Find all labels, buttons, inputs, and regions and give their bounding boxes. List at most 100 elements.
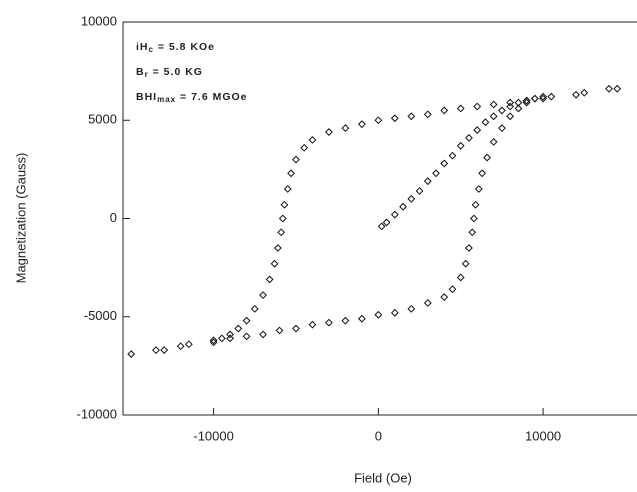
marker: [300, 143, 309, 152]
marker: [489, 137, 498, 146]
annotation-rest: = 5.8 KOe: [154, 41, 215, 53]
marker: [572, 90, 580, 99]
marker: [325, 128, 333, 136]
marker: [469, 214, 478, 223]
marker: [377, 222, 386, 231]
annotation-main: iH: [136, 41, 149, 53]
x-tick-label: 10000: [525, 428, 561, 443]
marker: [456, 141, 465, 150]
marker: [283, 185, 292, 193]
marker: [489, 112, 498, 121]
annotation-rest: = 7.6 MGOe: [176, 91, 247, 103]
annotation-sub: r: [145, 70, 149, 79]
marker: [530, 94, 539, 103]
marker: [547, 92, 556, 101]
marker: [242, 332, 251, 341]
marker: [423, 299, 432, 307]
marker: [259, 291, 267, 300]
marker: [465, 244, 473, 252]
marker: [184, 340, 193, 349]
marker: [473, 102, 482, 111]
marker: [481, 118, 490, 127]
marker: [407, 194, 416, 203]
marker: [522, 98, 531, 107]
marker: [506, 102, 515, 111]
marker: [461, 259, 470, 268]
marker: [275, 326, 284, 335]
annotation: Br = 5.0 KG: [136, 66, 203, 79]
marker: [474, 185, 483, 193]
marker: [498, 124, 506, 133]
marker: [270, 259, 279, 268]
marker: [287, 169, 295, 178]
y-tick-label: -10000: [77, 406, 117, 421]
annotation-main: B: [136, 66, 145, 78]
marker: [468, 228, 477, 237]
markers: [127, 84, 622, 358]
marker: [357, 314, 366, 323]
marker: [448, 285, 457, 294]
marker: [478, 169, 487, 178]
marker: [440, 106, 449, 115]
marker: [127, 350, 136, 358]
marker: [176, 342, 185, 351]
y-tick-label: 5000: [88, 112, 117, 127]
marker: [390, 114, 399, 123]
marker: [278, 214, 287, 223]
marker: [226, 330, 234, 339]
marker: [308, 135, 317, 144]
y-tick-label: -5000: [84, 308, 117, 323]
annotation: BHImax = 7.6 MGOe: [136, 91, 248, 104]
marker: [539, 92, 548, 101]
marker: [273, 244, 282, 252]
marker: [498, 106, 506, 115]
marker: [448, 151, 457, 160]
marker: [440, 293, 449, 302]
annotation-rest: = 5.0 KG: [149, 66, 203, 78]
marker: [152, 346, 160, 355]
marker: [456, 104, 465, 113]
marker: [522, 96, 531, 105]
marker: [292, 155, 300, 164]
marker: [292, 324, 300, 333]
marker: [341, 124, 350, 133]
marker: [242, 316, 251, 325]
marker: [415, 187, 424, 195]
marker: [374, 116, 383, 125]
marker: [259, 330, 267, 339]
marker: [250, 304, 259, 313]
x-tick-label: 0: [375, 428, 382, 443]
marker: [506, 98, 515, 107]
marker: [399, 202, 407, 211]
annotation: iHc = 5.8 KOe: [136, 41, 215, 54]
marker: [407, 112, 416, 121]
annotation-sub: max: [157, 95, 176, 104]
annotation-main: BHI: [136, 91, 157, 103]
marker: [265, 275, 274, 284]
marker: [471, 200, 480, 209]
marker: [280, 200, 289, 209]
marker: [226, 334, 234, 343]
marker: [209, 336, 218, 345]
y-tick-label: 10000: [81, 13, 117, 28]
marker: [432, 169, 440, 178]
x-tick-label: -10000: [193, 428, 233, 443]
marker: [325, 318, 333, 327]
marker: [382, 218, 391, 227]
marker: [390, 308, 399, 317]
marker: [341, 316, 350, 325]
marker: [357, 120, 366, 129]
marker: [374, 310, 383, 319]
y-tick-label: 0: [110, 210, 117, 225]
marker: [407, 304, 416, 313]
marker: [423, 177, 432, 186]
annotation-sub: c: [149, 45, 154, 54]
marker: [530, 94, 539, 103]
marker: [465, 134, 473, 142]
marker: [489, 100, 498, 109]
marker: [483, 153, 491, 162]
marker: [580, 88, 589, 97]
marker: [506, 112, 515, 121]
